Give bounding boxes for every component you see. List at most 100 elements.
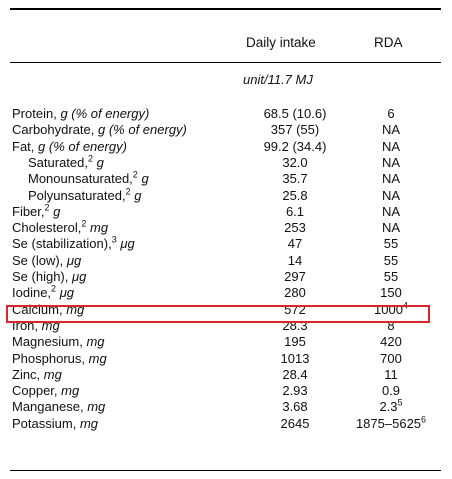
daily-intake-value: 28.4 xyxy=(282,367,308,382)
row-label: Potassium, mg xyxy=(12,416,98,431)
daily-intake-value: 1013 xyxy=(280,351,310,366)
rda-value-text: 1875–5625 xyxy=(355,416,422,431)
row-label: Manganese, mg xyxy=(12,399,105,414)
row-label-text: Fiber, xyxy=(12,204,45,219)
rda-value-text: 700 xyxy=(380,351,402,366)
row-label-text: Protein, xyxy=(12,106,57,121)
row-label: Se (low), μg xyxy=(12,253,81,268)
row-label: Zinc, mg xyxy=(12,367,62,382)
row-label: Se (high), μg xyxy=(12,269,86,284)
highlight-box xyxy=(6,305,430,323)
rda-value: 6 xyxy=(336,106,446,121)
row-label: Polyunsaturated,2 g xyxy=(28,186,142,203)
header-rule xyxy=(10,62,441,63)
rda-value-text: 55 xyxy=(383,253,399,268)
row-unit: μg xyxy=(59,285,75,300)
row-label: Protein, g (% of energy) xyxy=(12,106,149,121)
footnote-marker: 2 xyxy=(44,202,50,213)
row-label-text: Zinc, xyxy=(12,367,41,382)
row-unit: mg xyxy=(79,416,98,431)
rda-value-text: NA xyxy=(381,155,401,170)
rda-value-text: NA xyxy=(381,220,401,235)
row-unit: mg xyxy=(90,220,109,235)
rda-value-text: NA xyxy=(381,204,401,219)
rda-value-text: 150 xyxy=(380,285,402,300)
rda-value-text: 11 xyxy=(384,367,398,382)
rda-value-text: NA xyxy=(381,171,401,186)
rda-value-text: NA xyxy=(381,139,401,154)
header-rda: RDA xyxy=(374,35,403,50)
row-label-text: Manganese, xyxy=(12,399,84,414)
footnote-marker: 2 xyxy=(132,169,138,180)
row-unit: g xyxy=(141,171,149,186)
row-label: Saturated,2 g xyxy=(28,153,104,170)
daily-intake-value: 253 xyxy=(284,220,306,235)
rda-value: 55 xyxy=(336,269,446,284)
row-unit: mg xyxy=(61,383,80,398)
row-unit: g (% of energy) xyxy=(60,106,150,121)
rda-value-text: 8 xyxy=(387,318,395,333)
daily-intake-value: 47 xyxy=(287,236,303,251)
daily-intake-value: 6.1 xyxy=(285,204,305,219)
footnote-marker: 2 xyxy=(125,186,131,197)
daily-intake-value: 25.8 xyxy=(282,188,308,203)
row-label-text: Se (low), xyxy=(12,253,64,268)
daily-intake-value: 3.68 xyxy=(282,399,308,414)
daily-intake-value: 2645 xyxy=(280,416,310,431)
rda-value: 11 xyxy=(336,367,446,382)
row-label: Iodine,2 μg xyxy=(12,283,75,300)
row-label: Fiber,2 g xyxy=(12,202,61,219)
row-unit: mg xyxy=(88,351,107,366)
row-label-text: Saturated, xyxy=(28,155,88,170)
rda-footnote-marker: 5 xyxy=(397,397,403,408)
daily-intake-value: 35.7 xyxy=(282,171,308,186)
row-label: Cholesterol,2 mg xyxy=(12,218,109,235)
footnote-marker: 2 xyxy=(81,218,87,229)
row-unit: g xyxy=(53,204,61,219)
row-label-text: Cholesterol, xyxy=(12,220,82,235)
row-label-text: Potassium, xyxy=(12,416,77,431)
row-unit: mg xyxy=(86,334,105,349)
rda-value: 2.35 xyxy=(336,397,446,414)
row-unit: μg xyxy=(66,253,82,268)
rda-value-text: NA xyxy=(381,188,401,203)
daily-intake-value: 297 xyxy=(284,269,306,284)
row-label: Se (stabilization),3 μg xyxy=(12,235,135,251)
row-label-text: Phosphorus, xyxy=(12,351,85,366)
row-unit: g xyxy=(134,188,142,203)
row-unit: mg xyxy=(43,367,62,382)
footnote-marker: 2 xyxy=(51,283,57,294)
rda-value-text: 0.9 xyxy=(381,383,401,398)
row-label-text: Se (stabilization), xyxy=(12,236,112,251)
row-label: Magnesium, mg xyxy=(12,334,105,349)
rda-value: 150 xyxy=(336,285,446,300)
row-label-text: Copper, xyxy=(12,383,58,398)
rda-value: NA xyxy=(336,171,446,186)
row-label: Phosphorus, mg xyxy=(12,351,107,366)
footnote-marker: 2 xyxy=(88,153,94,164)
rda-value-text: 420 xyxy=(380,334,402,349)
daily-intake-value: 2.93 xyxy=(282,383,308,398)
daily-intake-value: 99.2 (34.4) xyxy=(263,139,327,154)
top-rule xyxy=(10,8,441,10)
row-label-text: Iodine, xyxy=(12,285,52,300)
rda-footnote-marker: 6 xyxy=(421,414,427,425)
daily-intake-value: 32.0 xyxy=(282,155,308,170)
rda-value: 700 xyxy=(336,351,446,366)
rda-value: 55 xyxy=(336,253,446,268)
row-label-text: Se (high), xyxy=(12,269,69,284)
row-label-text: Magnesium, xyxy=(12,334,83,349)
row-unit: μg xyxy=(72,269,87,284)
rda-value-text: 55 xyxy=(383,269,399,284)
rda-value: 0.9 xyxy=(336,383,446,398)
rda-value: 8 xyxy=(336,318,446,333)
bottom-rule xyxy=(10,470,441,471)
row-unit: g xyxy=(96,155,104,170)
rda-value: 420 xyxy=(336,334,446,349)
row-label-text: Carbohydrate, xyxy=(12,122,95,137)
daily-intake-value: 195 xyxy=(284,334,306,349)
row-label-text: Monounsaturated, xyxy=(28,171,133,186)
row-label-text: Polyunsaturated, xyxy=(28,188,126,203)
row-unit: μg xyxy=(120,236,135,251)
rda-value-text: 2.3 xyxy=(379,399,398,414)
